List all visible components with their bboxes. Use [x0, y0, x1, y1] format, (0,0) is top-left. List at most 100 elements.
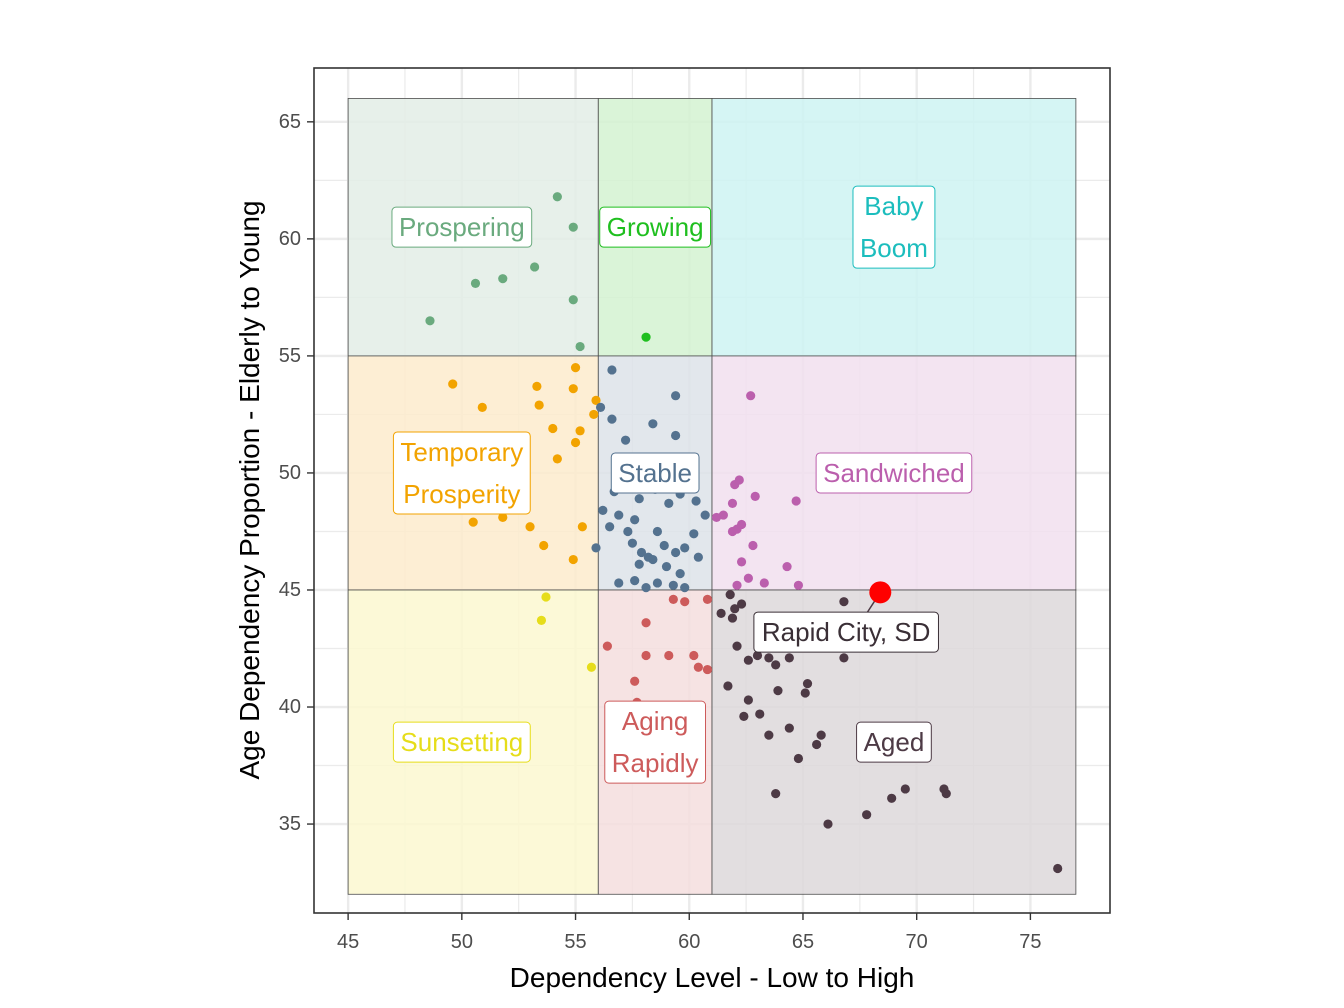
x-tick-label: 75 — [1019, 931, 1041, 953]
y-tick-label: 40 — [279, 696, 301, 718]
data-point — [641, 618, 651, 628]
data-point — [727, 498, 738, 508]
region-label-6: Sunsetting — [392, 721, 531, 763]
data-point — [1053, 863, 1063, 874]
data-point — [743, 573, 753, 583]
data-point — [623, 526, 633, 537]
data-point — [887, 793, 897, 803]
data-point — [591, 543, 601, 553]
data-point — [630, 576, 640, 586]
data-point — [693, 552, 703, 562]
data-point — [711, 512, 722, 523]
data-point — [468, 517, 478, 527]
data-point — [552, 192, 562, 202]
data-point — [748, 540, 758, 551]
data-point — [732, 580, 742, 590]
data-point — [784, 723, 794, 733]
data-point — [602, 641, 612, 651]
region-label-text: Baby — [864, 191, 923, 221]
data-point — [739, 711, 749, 721]
data-point — [771, 789, 781, 799]
data-point — [652, 578, 663, 588]
data-point — [723, 681, 733, 691]
region-label-text: Prosperity — [403, 479, 520, 509]
data-point — [605, 522, 615, 532]
data-point — [671, 391, 681, 401]
region-label-text: Aged — [864, 727, 925, 757]
data-point — [570, 437, 581, 448]
data-point — [734, 475, 744, 485]
data-point — [675, 568, 685, 579]
data-point — [743, 655, 753, 665]
data-point — [689, 650, 699, 661]
data-point — [752, 650, 763, 661]
data-point — [700, 510, 710, 520]
data-point — [448, 379, 458, 389]
data-point — [634, 559, 644, 569]
x-axis-title: Dependency Level - Low to High — [510, 962, 915, 993]
data-point — [470, 278, 481, 288]
data-point — [661, 561, 672, 572]
region-label-8: Aged — [856, 721, 932, 763]
data-point — [552, 454, 562, 464]
x-tick-label: 45 — [337, 931, 359, 953]
panel-border — [313, 67, 1111, 914]
data-point — [634, 494, 644, 504]
data-point — [823, 819, 833, 829]
data-point — [568, 295, 578, 305]
region-label-4: Stable — [610, 452, 700, 494]
data-point — [641, 650, 651, 661]
data-point — [689, 529, 699, 539]
data-point — [730, 604, 740, 614]
data-point — [691, 496, 701, 506]
data-point — [532, 381, 542, 391]
data-point — [736, 557, 747, 567]
data-point — [900, 784, 910, 794]
y-tick-label: 55 — [279, 345, 301, 367]
region-label-5: Sandwiched — [815, 452, 973, 494]
y-tick-label: 65 — [279, 111, 301, 133]
data-point — [636, 547, 647, 558]
data-point — [530, 262, 540, 272]
region-label-box — [856, 721, 932, 763]
data-point — [941, 789, 951, 799]
region-label-box — [852, 185, 936, 269]
data-point — [802, 679, 813, 689]
region-label-7: Aging Rapidly — [604, 700, 707, 784]
data-point — [746, 391, 756, 401]
data-point — [652, 526, 663, 537]
data-point — [693, 662, 703, 672]
data-point — [539, 540, 549, 551]
data-point — [568, 554, 578, 565]
region-label-text: Growing — [607, 212, 704, 242]
data-point — [764, 730, 774, 740]
y-axis-title: Age Dependency Proportion - Elderly to Y… — [234, 200, 265, 779]
data-point — [727, 613, 738, 623]
region-label-box — [610, 452, 700, 494]
data-point — [641, 332, 651, 342]
data-point — [839, 653, 849, 663]
region-label-text: Sandwiched — [823, 458, 965, 488]
data-point — [575, 341, 585, 352]
data-point — [759, 578, 769, 588]
region-label-text: Sunsetting — [400, 727, 523, 757]
data-point — [648, 419, 658, 429]
data-point — [586, 662, 597, 672]
data-point — [541, 592, 551, 602]
data-point — [614, 510, 624, 520]
x-tick-label: 60 — [678, 931, 700, 953]
data-point — [534, 400, 544, 410]
data-point — [750, 491, 760, 501]
region-label-0: Prospering — [391, 206, 533, 248]
data-point — [589, 409, 599, 420]
data-point — [595, 402, 606, 413]
data-point — [568, 384, 578, 394]
data-point — [607, 365, 617, 375]
data-point — [641, 583, 651, 593]
region-label-box — [392, 721, 531, 763]
highlight-layer: Rapid City, SD — [753, 581, 939, 653]
highlight-label-text: Rapid City, SD — [762, 617, 931, 647]
data-points — [425, 192, 1063, 874]
data-point — [627, 538, 638, 548]
y-tick-label: 60 — [279, 228, 301, 250]
